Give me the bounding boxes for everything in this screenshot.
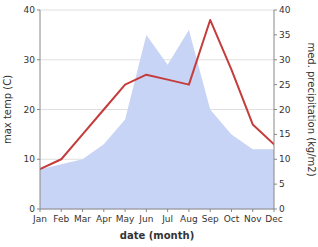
x-axis-line (40, 209, 274, 210)
y-axis-label: max temp (C) (2, 75, 13, 144)
x-tick (167, 209, 168, 212)
y2-tick (274, 209, 277, 210)
x-tick (231, 209, 232, 212)
chart-container: JanFebMarAprMayJunJulAugSepOctNovDec0102… (0, 0, 318, 247)
y-tick (37, 109, 40, 110)
x-tick-label: Sep (202, 214, 219, 224)
x-tick-label: Dec (265, 214, 282, 224)
y2-tick-label: 15 (279, 129, 290, 139)
y2-axis-label: med. precipitation (kg/m2) (306, 42, 317, 176)
x-tick-label: Feb (53, 214, 69, 224)
axes: JanFebMarAprMayJunJulAugSepOctNovDec0102… (2, 5, 317, 241)
x-tick (210, 209, 211, 212)
y-tick-label: 30 (24, 55, 36, 65)
x-tick (125, 209, 126, 212)
y2-tick (274, 34, 277, 35)
x-tick-label: May (116, 214, 135, 224)
x-tick (61, 209, 62, 212)
y-tick-label: 0 (29, 204, 35, 214)
y-tick (37, 159, 40, 160)
y-tick (37, 10, 40, 11)
y2-tick (274, 159, 277, 160)
temperature-line (40, 20, 274, 169)
precipitation-area (40, 30, 274, 209)
x-tick (252, 209, 253, 212)
x-tick-label: Aug (180, 214, 198, 224)
grid (40, 10, 274, 209)
y2-tick-label: 30 (279, 55, 291, 65)
x-axis-label: date (month) (120, 230, 194, 241)
y2-tick (274, 109, 277, 110)
y2-tick-label: 20 (279, 105, 291, 115)
x-tick-label: Jun (138, 214, 153, 224)
grid-line (40, 10, 274, 11)
y2-tick-label: 35 (279, 30, 290, 40)
y2-tick (274, 184, 277, 185)
x-tick (146, 209, 147, 212)
x-tick-label: Jan (32, 214, 47, 224)
y2-tick (274, 84, 277, 85)
y2-tick-label: 25 (279, 80, 290, 90)
y-tick (37, 59, 40, 60)
y2-tick-label: 5 (279, 179, 285, 189)
y-tick-label: 10 (24, 154, 36, 164)
y-tick-label: 40 (24, 5, 36, 15)
x-tick (188, 209, 189, 212)
x-tick-label: Nov (244, 214, 262, 224)
plot-area (40, 20, 274, 209)
chart: JanFebMarAprMayJunJulAugSepOctNovDec0102… (0, 0, 318, 247)
y2-tick-label: 0 (279, 204, 285, 214)
y2-tick (274, 59, 277, 60)
x-tick-label: Jul (161, 214, 173, 224)
x-tick (103, 209, 104, 212)
y-tick (37, 209, 40, 210)
grid-line (40, 209, 274, 210)
y2-tick (274, 10, 277, 11)
x-tick-label: Mar (74, 214, 91, 224)
y2-tick-label: 10 (279, 154, 291, 164)
y2-tick (274, 134, 277, 135)
x-tick-label: Apr (96, 214, 112, 224)
y-tick-label: 20 (24, 105, 36, 115)
x-tick (82, 209, 83, 212)
x-tick-label: Oct (224, 214, 240, 224)
y2-tick-label: 40 (279, 5, 291, 15)
